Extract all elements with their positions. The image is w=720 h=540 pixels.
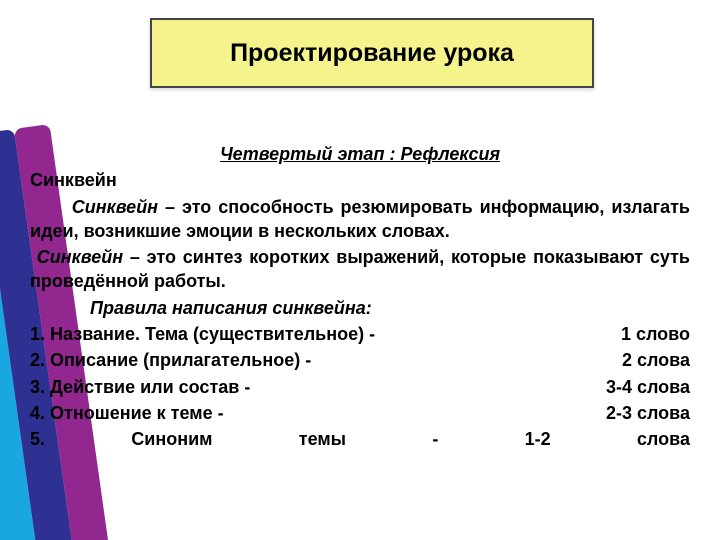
rule5-token: слова <box>637 427 690 451</box>
title-box: Проектирование урока <box>150 18 594 88</box>
stage-subheading: Четвертый этап : Рефлексия <box>30 142 690 166</box>
rule-left: 1. Название. Тема (существительное) - <box>30 322 375 346</box>
rule5-token: темы <box>299 427 346 451</box>
rule5-token: 5. <box>30 427 45 451</box>
rule-left: 4. Отношение к теме - <box>30 401 224 425</box>
rule-left: 2. Описание (прилагательное) - <box>30 348 311 372</box>
slide: Проектирование урока Четвертый этап : Ре… <box>0 0 720 540</box>
white-patch <box>96 98 246 138</box>
rule-left: 3. Действие или состав - <box>30 375 250 399</box>
para2-term: Синквейн <box>37 247 123 267</box>
rule-right: 1 слово <box>621 322 690 346</box>
content-area: Четвертый этап : Рефлексия Синквейн Синк… <box>30 142 690 452</box>
rule5-token: 1-2 <box>525 427 551 451</box>
paragraph-1: Синквейн – это способность резюмировать … <box>30 195 690 244</box>
title-text: Проектирование урока <box>230 39 514 68</box>
rule-right: 2 слова <box>622 348 690 372</box>
rule-row: 3. Действие или состав - 3-4 слова <box>30 375 690 399</box>
rules-list: 1. Название. Тема (существительное) - 1 с… <box>30 322 690 425</box>
rule5-token: Синоним <box>131 427 212 451</box>
para2-rest: – это синтез коротких выражений, которые… <box>30 247 690 291</box>
paragraph-2: Синквейн – это синтез коротких выражений… <box>30 245 690 294</box>
rule-row: 4. Отношение к теме - 2-3 слова <box>30 401 690 425</box>
lead-word: Синквейн <box>30 168 690 192</box>
rainbow-stripe <box>0 139 32 540</box>
rule-5-justified: 5. Синоним темы - 1-2 слова <box>30 427 690 451</box>
rule-row: 1. Название. Тема (существительное) - 1 с… <box>30 322 690 346</box>
rule-right: 2-3 слова <box>606 401 690 425</box>
rule5-token: - <box>432 427 438 451</box>
rule-row: 2. Описание (прилагательное) - 2 слова <box>30 348 690 372</box>
rule-right: 3-4 слова <box>606 375 690 399</box>
para1-term: Синквейн <box>72 197 158 217</box>
rules-title: Правила написания синквейна: <box>90 296 690 320</box>
